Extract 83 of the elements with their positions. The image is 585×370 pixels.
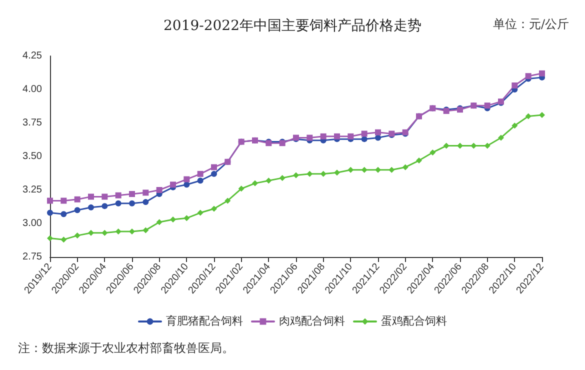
point	[430, 149, 436, 156]
point	[115, 192, 122, 198]
point	[142, 199, 149, 206]
point	[60, 211, 67, 218]
point	[88, 204, 94, 210]
point	[334, 133, 340, 140]
point	[416, 158, 422, 164]
point	[498, 134, 504, 141]
point	[211, 170, 217, 177]
text: 注：数据来源于农业农村部畜牧兽医局。	[18, 341, 234, 355]
legend-label: 肉鸡配合饲料	[279, 314, 345, 328]
point	[184, 215, 190, 222]
y-tick-label: 3.00	[22, 218, 42, 229]
point	[47, 235, 53, 242]
point	[47, 210, 53, 216]
point	[74, 232, 80, 239]
point	[457, 142, 463, 149]
point	[320, 170, 326, 177]
point	[484, 102, 490, 109]
y-tick-label: 3.50	[22, 151, 42, 162]
legend-label: 蛋鸡配合饲料	[381, 314, 447, 328]
point	[375, 166, 381, 173]
point	[197, 210, 204, 216]
point	[102, 230, 108, 236]
point	[88, 230, 94, 236]
point	[156, 219, 162, 226]
point	[74, 196, 80, 202]
point	[266, 178, 272, 184]
point	[525, 73, 532, 80]
point	[184, 176, 190, 182]
y-tick-label: 3.25	[22, 184, 42, 196]
point	[197, 170, 204, 177]
point	[306, 134, 313, 141]
point	[60, 198, 67, 204]
legend-label: 育肥猪配合饲料	[166, 314, 243, 328]
point	[224, 198, 231, 204]
point	[115, 200, 122, 206]
y-tick-label: 3.75	[22, 118, 42, 128]
point	[211, 206, 217, 212]
point	[60, 236, 67, 243]
y-tick-label: 4.25	[22, 50, 42, 62]
point	[375, 134, 381, 141]
point	[334, 170, 340, 176]
point	[184, 182, 190, 188]
point	[102, 194, 108, 200]
point	[525, 113, 532, 120]
point	[115, 228, 122, 235]
point	[197, 178, 204, 184]
point	[129, 228, 135, 235]
point	[348, 166, 354, 173]
point	[170, 182, 176, 188]
point	[47, 198, 53, 204]
point	[156, 187, 162, 193]
point	[388, 166, 395, 173]
point	[375, 129, 381, 136]
point	[142, 227, 149, 234]
point	[142, 190, 149, 196]
point	[512, 82, 518, 88]
point	[88, 194, 94, 200]
point	[293, 172, 299, 178]
point	[211, 164, 217, 170]
point	[361, 136, 368, 142]
point	[170, 216, 176, 222]
y-tick-label: 2.75	[22, 252, 42, 262]
point	[129, 200, 135, 206]
point	[252, 180, 258, 186]
text: 单位：元/公斤	[492, 17, 570, 31]
point	[238, 186, 244, 192]
point	[320, 133, 326, 140]
point	[539, 112, 545, 118]
point	[129, 191, 135, 198]
point	[361, 130, 368, 137]
point	[74, 207, 80, 214]
point	[279, 174, 286, 181]
chart-title: 2019-2022年中国主要饲料产品价格走势	[164, 18, 422, 34]
point	[539, 70, 545, 76]
point	[348, 133, 354, 140]
point	[402, 164, 408, 170]
point	[306, 170, 313, 177]
point	[512, 122, 518, 129]
y-tick-label: 4.00	[22, 84, 42, 95]
point	[361, 166, 368, 173]
point	[102, 203, 108, 210]
